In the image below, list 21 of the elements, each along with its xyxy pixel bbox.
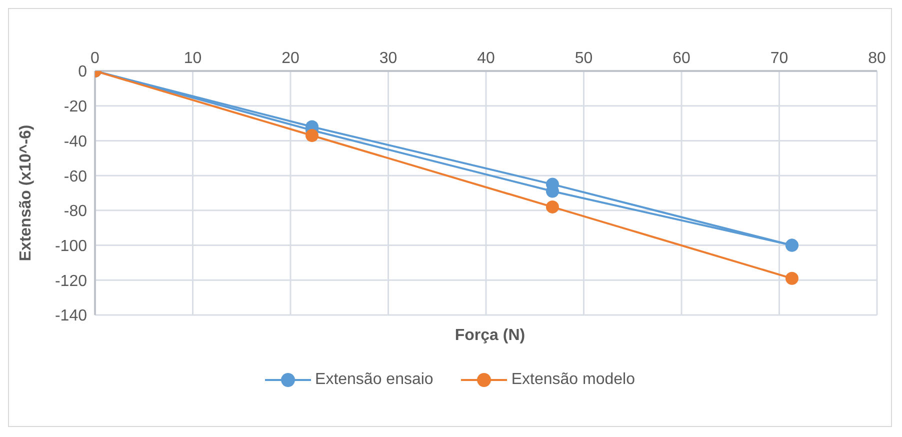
y-tick-label: -120 (54, 272, 88, 290)
x-tick-label: 30 (379, 50, 398, 67)
y-tick-label: -60 (64, 168, 88, 186)
y-tick-label: 0 (78, 64, 88, 81)
x-tick-label: 0 (90, 50, 100, 67)
y-tick-label: -100 (54, 238, 88, 255)
x-axis-title: Força (N) (454, 327, 526, 345)
x-tick-label: 60 (672, 50, 690, 67)
y-tick-label: -20 (64, 98, 88, 116)
x-tick-label: 20 (282, 50, 300, 67)
x-tick-label: 50 (574, 50, 593, 67)
y-tick-label: -40 (64, 133, 88, 150)
y-tick-label: -140 (54, 308, 88, 325)
x-tick-label: 70 (770, 50, 788, 67)
x-tick-label: 10 (184, 50, 202, 67)
x-tick-label: 80 (868, 50, 886, 67)
legend-label: Extensão modelo (511, 371, 635, 389)
x-tick-label: 40 (477, 50, 495, 67)
y-axis-title: Extensão (x10^-6) (18, 124, 35, 262)
y-tick-label: -80 (64, 203, 88, 220)
legend-label: Extensão ensaio (315, 371, 434, 389)
